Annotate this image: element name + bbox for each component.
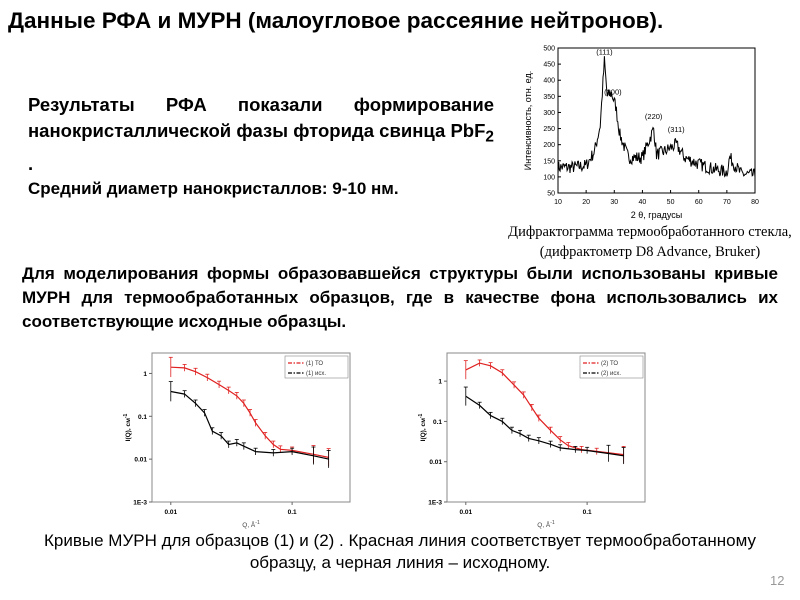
legend-box	[579, 355, 644, 379]
series-line	[170, 390, 329, 460]
y-tick-label: 150	[543, 158, 555, 165]
xrd-series-line	[557, 56, 756, 178]
y-tick-label: 50	[547, 191, 555, 198]
y-tick-label: 200	[543, 142, 555, 149]
y-tick-label: 100	[543, 174, 555, 181]
plot-frame	[151, 352, 351, 503]
xrd-result-end: .	[28, 152, 34, 174]
xrd-result-text: Результаты РФА показали формирование нан…	[28, 92, 494, 177]
x-tick-label: 10	[554, 199, 562, 206]
y-tick-label: 1E-3	[133, 500, 147, 507]
y-tick-label: 450	[543, 62, 555, 69]
y-tick-label: 500	[543, 46, 555, 53]
x-tick-label: 0.01	[459, 509, 472, 516]
peak-label: (311)	[668, 125, 685, 134]
legend-label: (1) исх.	[306, 371, 326, 377]
legend-label: (1) ТО	[306, 361, 323, 367]
legend-box	[284, 355, 349, 379]
y-axis-label: Интенсивность, отн. ед.	[523, 71, 533, 171]
y-tick-label: 350	[543, 94, 555, 101]
crystal-diameter-text: Средний диаметр нанокристаллов: 9-10 нм.	[28, 179, 399, 198]
peak-label: (111)	[596, 47, 613, 56]
plot-frame	[446, 352, 646, 503]
x-tick-label: 40	[639, 199, 647, 206]
legend-label: (2) ТО	[601, 361, 618, 367]
peak-label: (220)	[645, 112, 663, 121]
xrd-chart: 10 20 30 40 50 60 70 80 50 100 150 200 250 300 350 400 4…	[523, 46, 759, 221]
xrd-caption: Дифрактограмма термообработанного стекла…	[508, 224, 792, 260]
series-line	[465, 362, 624, 456]
plot-frame	[557, 47, 756, 194]
y-tick-label: 300	[543, 110, 555, 117]
y-tick-label: 0.01	[134, 457, 147, 464]
x-tick-label: 70	[723, 199, 731, 206]
sans-description: Для моделирования формы образовавшейся с…	[22, 264, 778, 331]
y-tick-label: 0.1	[433, 419, 442, 426]
y-axis-label: I(Q), см-1	[418, 413, 427, 441]
x-tick-label: 0.1	[583, 509, 592, 516]
peak-label: (200)	[604, 88, 622, 97]
x-tick-label: 20	[582, 199, 590, 206]
x-tick-label: 60	[695, 199, 703, 206]
y-tick-label: 250	[543, 126, 555, 133]
sans-chart-1: 0.01 0.1 1E-3 0.01 0.1 1 Q, Å-1 I(Q), см-1 (1) Т…	[123, 352, 351, 529]
page-number: 12	[770, 573, 785, 588]
legend-label: (2) исх.	[601, 371, 621, 377]
y-tick-label: 1	[143, 371, 147, 378]
y-tick-label: 1	[438, 379, 442, 386]
y-tick-label: 1E-3	[428, 500, 442, 507]
x-axis-label: 2 θ, градусы	[631, 210, 682, 220]
x-tick-label: 80	[751, 199, 759, 206]
x-tick-label: 0.01	[164, 509, 177, 516]
subscript: 2	[485, 128, 494, 146]
x-axis-label: Q, Å-1	[242, 520, 260, 529]
y-axis-label: I(Q), см-1	[123, 413, 132, 441]
x-tick-label: 0.1	[288, 509, 297, 516]
y-tick-label: 400	[543, 78, 555, 85]
series-line	[170, 366, 329, 458]
sans-chart-2: 0.01 0.1 1E-3 0.01 0.1 1 Q, Å-1 I(Q), см-1 (2) Т…	[418, 352, 646, 529]
x-tick-label: 30	[610, 199, 618, 206]
sans-caption: Кривые МУРН для образцов (1) и (2) . Кра…	[44, 531, 756, 572]
y-tick-label: 0.01	[429, 459, 442, 466]
x-tick-label: 50	[667, 199, 675, 206]
xrd-result-main: Результаты РФА показали формирование нан…	[28, 94, 494, 141]
y-tick-label: 0.1	[138, 414, 147, 421]
x-axis-label: Q, Å-1	[537, 520, 555, 529]
slide-title: Данные РФА и МУРН (малоугловое рассеяние…	[8, 8, 664, 33]
series-line	[465, 395, 624, 457]
